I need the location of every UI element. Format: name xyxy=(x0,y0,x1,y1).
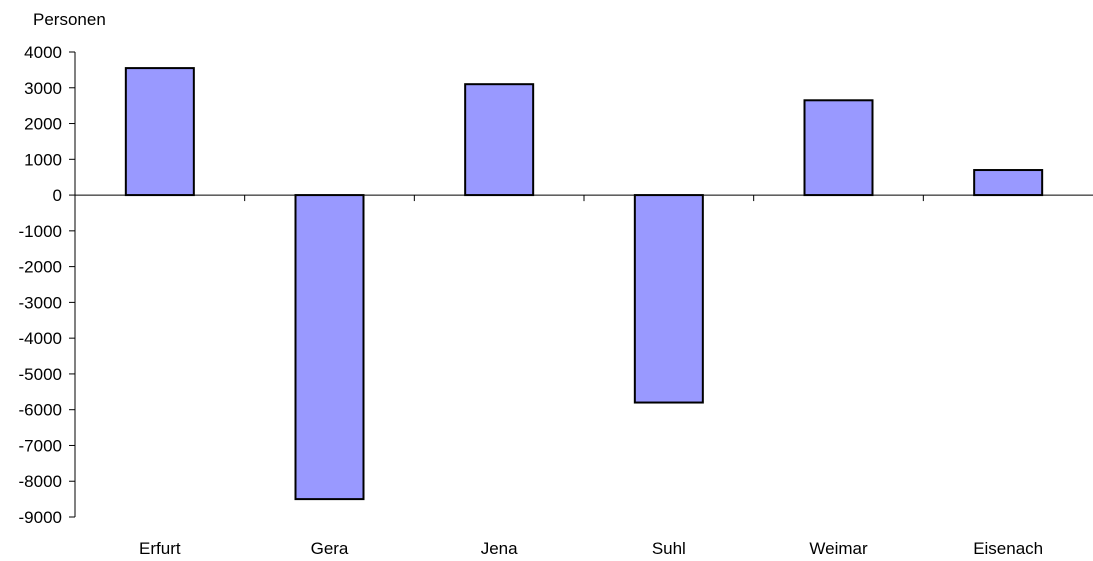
y-tick-label: -1000 xyxy=(19,222,62,241)
y-tick-label: -9000 xyxy=(19,508,62,527)
y-tick-label: 0 xyxy=(53,186,62,205)
y-tick-label: -7000 xyxy=(19,436,62,455)
y-tick-label: -6000 xyxy=(19,401,62,420)
y-tick-label: -5000 xyxy=(19,365,62,384)
y-tick-label: 1000 xyxy=(24,150,62,169)
bar-weimar xyxy=(803,99,874,197)
bar-jena xyxy=(464,83,535,197)
bar-eisenach xyxy=(973,169,1044,197)
x-tick-label: Gera xyxy=(311,539,349,558)
y-axis: 4000 3000 2000 1000 0 -1000 -2000 -3000 -4000 -50… xyxy=(19,43,76,527)
y-tick-label: -3000 xyxy=(19,293,62,312)
x-tick-label: Eisenach xyxy=(973,539,1043,558)
x-axis: Erfurt Gera Jena Suhl Weimar Eisenach xyxy=(75,194,1093,558)
bar-gera xyxy=(294,194,365,501)
x-tick-label: Erfurt xyxy=(139,539,181,558)
x-tick-label: Weimar xyxy=(809,539,868,558)
y-tick-label: 4000 xyxy=(24,43,62,62)
y-tick-label: 2000 xyxy=(24,115,62,134)
y-axis-label: Personen xyxy=(33,10,106,29)
bar-erfurt xyxy=(124,67,195,197)
bar-suhl xyxy=(633,194,704,404)
x-tick-label: Suhl xyxy=(652,539,686,558)
y-tick-label: 3000 xyxy=(24,79,62,98)
bars xyxy=(124,67,1044,501)
y-tick-label: -8000 xyxy=(19,472,62,491)
x-tick-label: Jena xyxy=(481,539,518,558)
y-tick-label: -2000 xyxy=(19,258,62,277)
y-tick-label: -4000 xyxy=(19,329,62,348)
